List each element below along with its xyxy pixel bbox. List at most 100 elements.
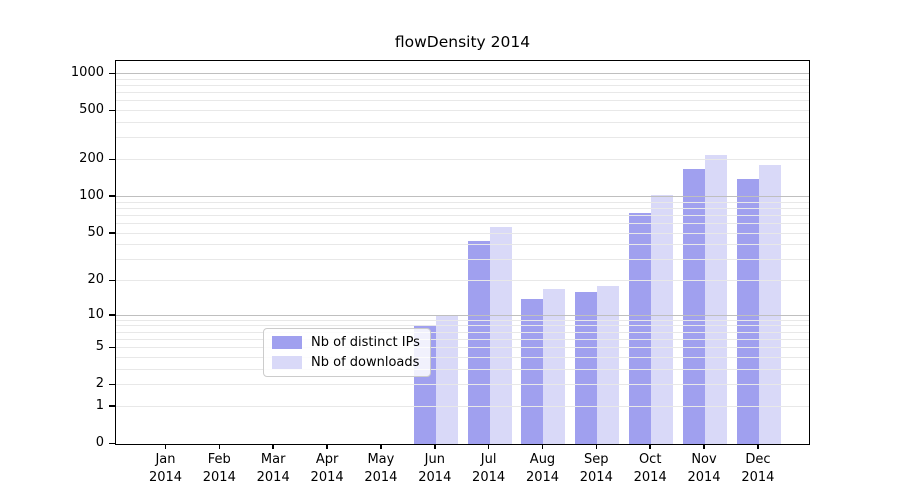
gridline xyxy=(116,319,809,321)
gridline xyxy=(116,368,809,370)
x-tick-year: 2014 xyxy=(472,469,506,485)
chart-title: flowDensity 2014 xyxy=(394,33,531,51)
y-tick-mark xyxy=(109,158,115,160)
bar-nb-of-distinct-ips xyxy=(467,241,490,444)
gridline xyxy=(116,259,809,261)
legend-swatch-nb-of-distinct-ips xyxy=(272,336,302,349)
gridline xyxy=(116,137,809,139)
x-tick-month: Jan xyxy=(155,452,176,467)
gridline xyxy=(116,92,809,94)
y-tick-label: 1000 xyxy=(70,65,104,80)
x-tick-year: 2014 xyxy=(202,469,236,485)
y-tick-mark xyxy=(109,232,115,234)
x-tick-year: 2014 xyxy=(310,469,344,485)
gridline xyxy=(116,100,809,102)
y-tick-mark xyxy=(109,109,115,112)
x-tick-month: Jul xyxy=(480,452,497,467)
x-tick-year: 2014 xyxy=(364,469,398,485)
bar-nb-of-distinct-ips xyxy=(521,299,544,444)
x-tick-month: Nov xyxy=(691,452,717,467)
y-tick-label: 1 xyxy=(95,397,104,413)
bar-nb-of-distinct-ips xyxy=(683,168,705,444)
gridline xyxy=(116,78,809,80)
bar-nb-of-distinct-ips xyxy=(736,179,759,444)
gridline xyxy=(116,314,809,316)
x-tick-label: Sep 2014 xyxy=(564,451,628,486)
x-tick-mark xyxy=(541,444,544,449)
y-tick-mark xyxy=(109,442,115,444)
gridline xyxy=(116,222,809,224)
x-tick-year: 2014 xyxy=(418,469,452,485)
gridline xyxy=(116,384,809,386)
legend-label: Nb of distinct IPs xyxy=(311,335,420,350)
y-tick-label: 200 xyxy=(79,151,104,166)
gridline xyxy=(116,331,809,333)
y-tick-mark xyxy=(109,279,115,281)
gridline xyxy=(116,195,809,197)
x-tick-year: 2014 xyxy=(741,469,775,485)
y-tick-mark xyxy=(109,314,115,316)
y-tick-mark xyxy=(109,405,115,407)
y-tick-mark xyxy=(109,346,115,349)
bar-nb-of-downloads xyxy=(705,154,727,444)
x-tick-label: Feb 2014 xyxy=(187,451,251,486)
gridline xyxy=(116,122,809,123)
x-tick-mark xyxy=(326,444,328,449)
gridline xyxy=(116,347,809,349)
y-tick-label: 50 xyxy=(87,224,104,240)
x-tick-mark xyxy=(649,444,651,449)
x-tick-label: Jul 2014 xyxy=(457,451,521,486)
x-tick-year: 2014 xyxy=(579,469,613,485)
x-tick-mark xyxy=(703,444,705,449)
gridline xyxy=(116,159,809,160)
x-tick-month: Dec xyxy=(745,452,771,467)
gridline xyxy=(116,214,809,216)
x-tick-mark xyxy=(164,444,167,449)
x-tick-label: Dec 2014 xyxy=(726,451,790,486)
x-tick-month: May xyxy=(367,452,395,467)
x-tick-mark xyxy=(272,444,274,449)
x-tick-month: Mar xyxy=(260,452,286,467)
x-tick-label: Jun 2014 xyxy=(403,451,467,486)
x-tick-month: Sep xyxy=(584,452,609,467)
legend-label: Nb of downloads xyxy=(311,355,420,370)
bar-nb-of-downloads xyxy=(758,165,781,444)
x-tick-year: 2014 xyxy=(148,469,183,485)
bar-nb-of-downloads xyxy=(543,289,566,444)
x-tick-label: Mar 2014 xyxy=(241,451,305,486)
x-tick-label: Apr 2014 xyxy=(295,451,359,486)
bar-nb-of-downloads xyxy=(597,286,620,444)
gridline xyxy=(116,338,809,340)
y-tick-mark xyxy=(109,195,115,197)
x-tick-mark xyxy=(218,444,221,449)
x-tick-year: 2014 xyxy=(256,469,290,485)
gridline xyxy=(116,232,809,234)
gridline xyxy=(116,207,809,209)
gridline xyxy=(116,110,809,112)
x-tick-month: Oct xyxy=(638,452,662,467)
x-tick-label: Oct 2014 xyxy=(618,451,682,486)
gridline xyxy=(116,280,809,281)
x-tick-mark xyxy=(595,444,597,449)
x-tick-mark xyxy=(487,444,490,449)
x-tick-year: 2014 xyxy=(633,469,667,485)
x-tick-month: Feb xyxy=(207,452,231,467)
x-tick-label: Nov 2014 xyxy=(672,451,736,486)
bar-nb-of-distinct-ips xyxy=(629,212,652,444)
bar-nb-of-downloads xyxy=(651,194,674,444)
x-tick-label: Aug 2014 xyxy=(511,451,575,486)
x-tick-year: 2014 xyxy=(687,469,721,485)
y-tick-label: 0 xyxy=(95,435,104,450)
x-tick-year: 2014 xyxy=(525,469,560,485)
legend-item: Nb of distinct IPs xyxy=(272,335,420,350)
y-tick-label: 2 xyxy=(95,376,104,392)
x-tick-mark xyxy=(380,444,382,449)
gridline xyxy=(116,325,809,327)
x-tick-month: Aug xyxy=(529,452,556,467)
y-tick-mark xyxy=(109,383,115,386)
y-tick-label: 500 xyxy=(79,102,104,118)
gridline xyxy=(116,405,809,407)
y-tick-label: 5 xyxy=(95,339,104,355)
legend-item: Nb of downloads xyxy=(272,355,420,370)
